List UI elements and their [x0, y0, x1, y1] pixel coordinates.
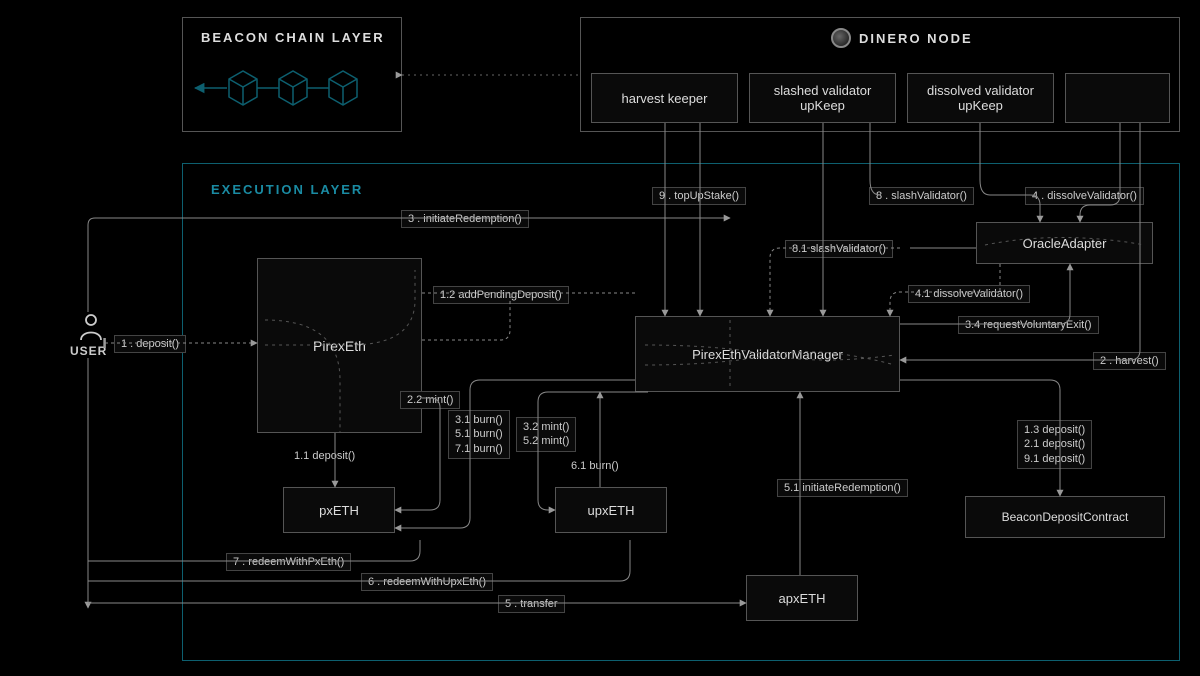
oracle-adapter-box: OracleAdapter — [976, 222, 1153, 264]
lbl-7: 7 . redeemWithPxEth() — [226, 553, 351, 571]
dissolved-validator-keeper-box: dissolved validator upKeep — [907, 73, 1054, 123]
lbl-22: 2.2 mint() — [400, 391, 460, 409]
lbl-11: 1.1 deposit() — [294, 450, 355, 462]
beacon-title: BEACON CHAIN LAYER — [183, 18, 401, 45]
lbl-3: 3 . initiateRedemption() — [401, 210, 529, 228]
lbl-8: 8 . slashValidator() — [869, 187, 974, 205]
lbl-9: 9 . topUpStake() — [652, 187, 746, 205]
lbl-deposit: 1 . deposit() — [114, 335, 186, 353]
harvest-keeper-box: harvest keeper — [591, 73, 738, 123]
beacon-chain-layer: BEACON CHAIN LAYER — [182, 17, 402, 132]
lbl-51: 5.1 initiateRedemption() — [777, 479, 908, 497]
keeper-extra-box — [1065, 73, 1170, 123]
lbl-4: 4 . dissolveValidator() — [1025, 187, 1144, 205]
beacon-deposit-box: BeaconDepositContract — [965, 496, 1165, 538]
dinero-logo-icon — [831, 28, 851, 48]
upxeth-box: upxETH — [555, 487, 667, 533]
pirexeth-box: PirexEth — [257, 258, 422, 433]
lbl-12: 1.2 addPendingDeposit() — [433, 286, 569, 304]
lbl-81: 8.1 slashValidator() — [785, 240, 893, 258]
lbl-5: 5 . transfer — [498, 595, 565, 613]
pxeth-box: pxETH — [283, 487, 395, 533]
user-label: USER — [70, 344, 107, 358]
user-icon — [78, 313, 104, 346]
lbl-34: 3.4 requestVoluntaryExit() — [958, 316, 1099, 334]
lbl-41: 4.1 dissolveValidator() — [908, 285, 1030, 303]
lbl-31: 3.1 burn() 5.1 burn() 7.1 burn() — [448, 410, 510, 459]
lbl-32: 3.2 mint() 5.2 mint() — [516, 417, 576, 452]
dinero-title: DINERO NODE — [859, 31, 973, 46]
slashed-validator-keeper-box: slashed validator upKeep — [749, 73, 896, 123]
pvm-box: PirexEthValidatorManager — [635, 316, 900, 392]
apxeth-box: apxETH — [746, 575, 858, 621]
lbl-2: 2 . harvest() — [1093, 352, 1166, 370]
lbl-dep3: 1.3 deposit() 2.1 deposit() 9.1 deposit(… — [1017, 420, 1092, 469]
lbl-61: 6.1 burn() — [571, 460, 619, 472]
lbl-6: 6 . redeemWithUpxEth() — [361, 573, 493, 591]
